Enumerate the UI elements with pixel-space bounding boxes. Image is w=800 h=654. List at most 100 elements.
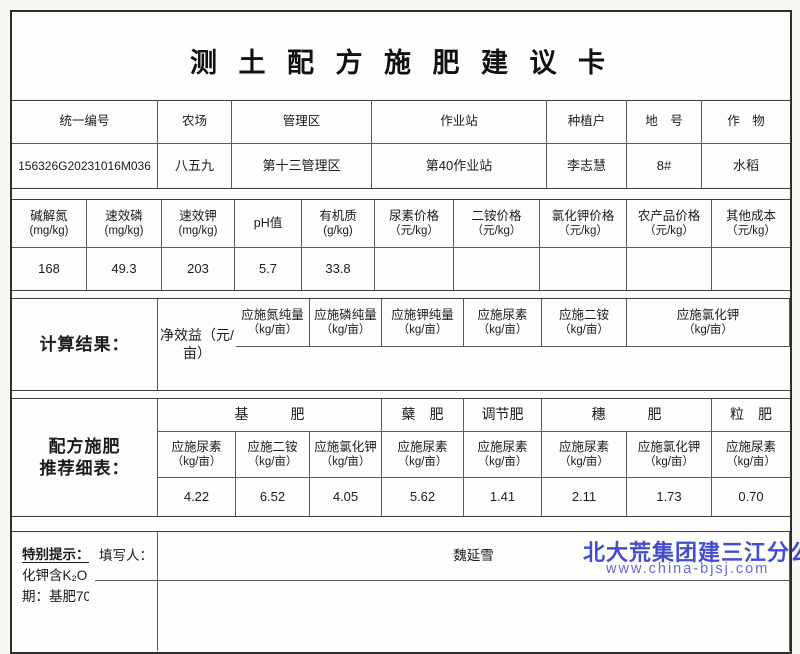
formula-header-unit: （kg/亩） [644,456,694,469]
formula-header-cell: 应施尿素 （kg/亩） [382,432,464,478]
formula-value-cell: 6.52 [236,478,310,516]
soil-header-cell: pH值 [235,200,302,248]
soil-header-cell: 速效磷 (mg/kg) [87,200,162,248]
watermark-url: www.china-bjsj.com [606,561,770,577]
farm-info-value-cell: 水稻 [732,157,759,173]
soil-header-cell: 氯化钾价格 （元/kg） [540,200,627,248]
soil-header-unit: （元/kg） [644,225,694,238]
calc-header-unit: （kg/亩） [559,324,609,337]
soil-header-unit: (g/kg) [323,225,353,238]
notes-line2: 化钾含K₂O 60%；（2）尿素施用期：基肥30%、蘖肥40%、调节肥10%、穗… [22,568,89,583]
calc-header-unit: （kg/亩） [397,324,448,337]
formula-header-unit: （kg/亩） [247,456,298,469]
formula-value-cell: 2.11 [542,478,627,516]
calc-header-unit: （kg/亩） [247,324,298,337]
farm-info-value-cell: 156326G20231016M036 [12,144,158,188]
formula-label-line1: 配方施肥 [48,437,121,457]
soil-header-label: 其他成本 [725,208,776,223]
soil-header-cell: 碱解氮 (mg/kg) [12,200,87,248]
calc-header-cell: 应施钾纯量 （kg/亩） [382,299,464,347]
group-header-tiller: 蘖 肥 [382,399,464,432]
group-header-ear: 穗 肥 [542,399,712,432]
soil-header-label: 二铵价格 [471,208,522,223]
soil-value-cell [712,248,790,290]
soil-header-label: 速效磷 [105,208,143,223]
soil-header-cell: 其他成本 （元/kg） [712,200,790,248]
notes-line1: 特别提示：如钾肥施用50%硫酸钾，其相应施用量为氯化钾的1.2倍。备注：（1）尿… [22,544,89,565]
soil-value-cell: 168 [12,248,87,290]
special-notice: 特别提示：如钾肥施用50%硫酸钾，其相应施用量为氯化钾的1.2倍。 [22,547,89,562]
filler-label: 填写人： [95,532,158,581]
farm-info-header-cell: 统一编号 [12,100,158,144]
soil-header-unit: （元/kg） [726,225,776,238]
formula-header-cell: 应施氯化钾 （kg/亩） [627,432,712,478]
formula-header-unit: （kg/亩） [397,456,448,469]
soil-header-label: pH值 [253,215,283,230]
notes-block: 特别提示：如钾肥施用50%硫酸钾，其相应施用量为氯化钾的1.2倍。备注：（1）尿… [12,532,95,651]
formula-value-cell: 1.73 [627,478,712,516]
soil-header-label: 农产品价格 [637,208,701,223]
empty-cell [158,581,790,651]
formula-header-label: 应施尿素 [171,439,222,454]
calc-header-label: 应施氯化钾 [676,307,740,322]
farm-info-section: 统一编号 农场 管理区 作业站 种植户 地 号 作 物 156326G20231… [12,100,790,189]
soil-value-cell [627,248,712,290]
card-title-row: 测 土 配 方 施 肥 建 议 卡 [12,12,790,101]
soil-header-cell: 尿素价格 （元/kg） [375,200,454,248]
formula-header-label: 应施二铵 [247,439,298,454]
calc-header-cell: 应施二铵 （kg/亩） [542,299,627,347]
calc-header-unit: （kg/亩） [477,324,528,337]
formula-header-cell: 应施尿素 （kg/亩） [712,432,790,478]
formula-table-label: 配方施肥 推荐细表： [12,399,158,516]
soil-value-cell [540,248,627,290]
calc-header-unit: （kg/亩） [683,324,733,337]
soil-header-unit: （元/kg） [558,225,608,238]
formula-header-label: 应施尿素 [558,439,609,454]
farm-info-value-cell: 李志慧 [547,144,627,188]
calc-header-label: 应施氮纯量 [241,307,304,322]
farm-info-header-cell: 作业站 [372,100,547,144]
soil-header-unit: （元/kg） [389,225,439,238]
formula-header-label: 应施氯化钾 [314,439,377,454]
soil-header-cell: 速效钾 (mg/kg) [162,200,235,248]
soil-value-cell [375,248,454,290]
soil-header-cell: 农产品价格 （元/kg） [627,200,712,248]
formula-header-unit: （kg/亩） [726,456,776,469]
calc-header-cell: 应施尿素 （kg/亩） [464,299,542,347]
net-benefit-header: 净效益（元/亩） [160,327,234,361]
calc-header-cell: 应施氯化钾 （kg/亩） [627,299,790,347]
farm-info-header-cell: 作 物 [702,100,790,144]
farm-info-header-cell: 农场 [158,100,232,144]
soil-data-section: 碱解氮 (mg/kg) 速效磷 (mg/kg) 速效钾 (mg/kg) pH值 有机质… [12,199,790,291]
calc-header-label: 应施钾纯量 [391,307,454,322]
formula-header-cell: 应施尿素 （kg/亩） [542,432,627,478]
calc-header-label: 应施磷纯量 [314,307,377,322]
calc-result-label: 计算结果： [12,299,158,390]
farm-info-value-cell: 八五九 [158,144,232,188]
soil-header-label: 氯化钾价格 [551,208,615,223]
formula-value-cell: 4.05 [310,478,382,516]
group-header-regulator: 调节肥 [464,399,542,432]
watermark-company: 北大荒集团建三江分公司 [583,540,800,565]
formula-label-line2: 推荐细表： [39,458,130,478]
soil-header-cell: 二铵价格 （元/kg） [454,200,540,248]
farm-info-header-cell: 管理区 [232,100,372,144]
farm-info-value-cell: 第十三管理区 [232,144,372,188]
soil-value-cell: 203 [162,248,235,290]
farm-info-header-cell: 地 号 [627,100,702,144]
page-title: 测 土 配 方 施 肥 建 议 卡 [189,47,612,78]
notes-line3: 期：基肥70%、穗肥30%；（3）本化验和配方结果只对样品负责，生产中根据经验参… [22,589,89,604]
group-header-grain: 粒 肥 [712,399,790,432]
soil-header-label: 有机质 [319,208,357,223]
formula-header-unit: （kg/亩） [559,456,609,469]
soil-header-unit: (mg/kg) [178,225,218,238]
formula-header-unit: （kg/亩） [171,456,222,469]
soil-header-unit: (mg/kg) [29,225,69,238]
formula-value-cell: 1.41 [464,478,542,516]
calc-header-cell: 应施磷纯量 （kg/亩） [310,299,382,347]
soil-header-cell: 有机质 (g/kg) [302,200,375,248]
calc-header-label: 应施尿素 [477,307,528,322]
formula-table-section: 配方施肥 推荐细表： 基 肥 蘖 肥 调节肥 穗 肥 粒 肥 应施尿素 （kg/亩… [12,398,790,517]
soil-header-unit: (mg/kg) [104,225,144,238]
formula-header-cell: 应施氯化钾 （kg/亩） [310,432,382,478]
